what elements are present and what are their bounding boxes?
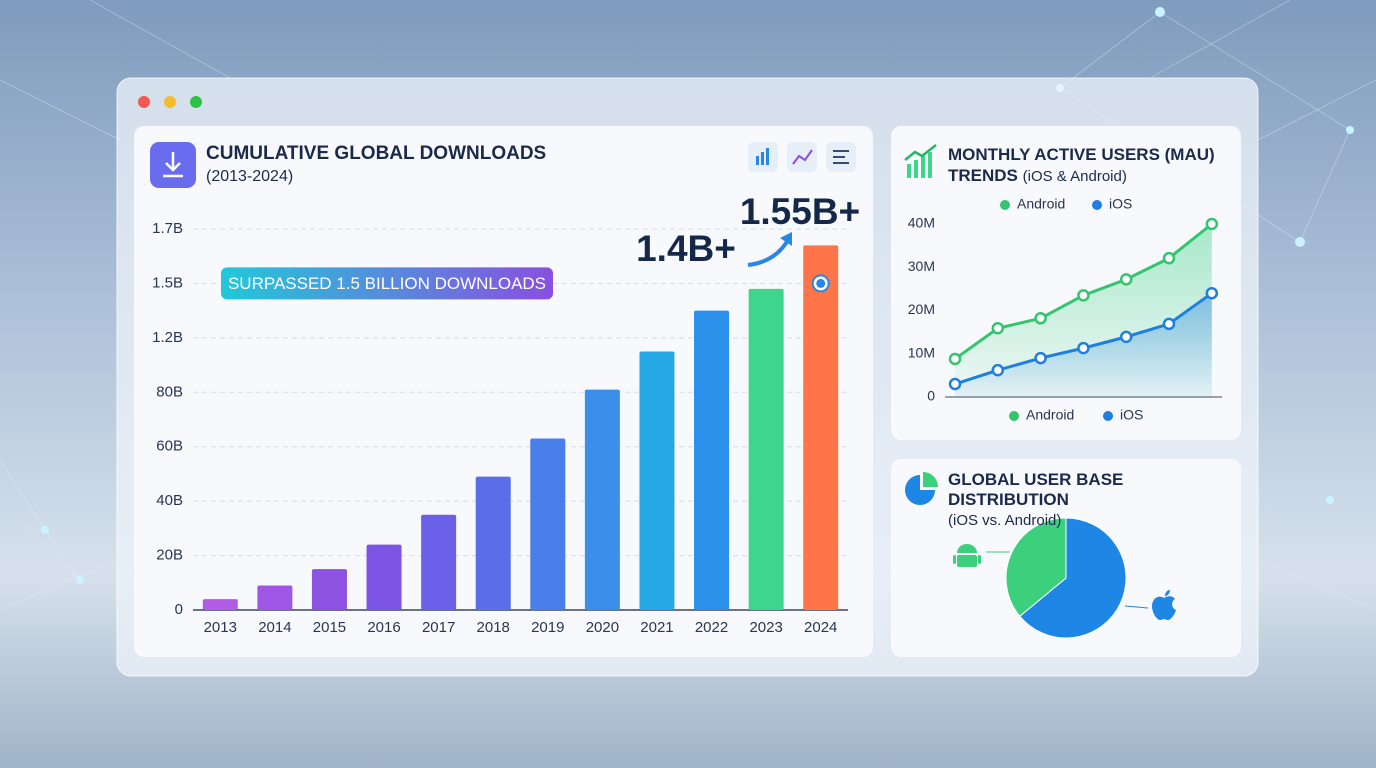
point <box>1205 217 1219 231</box>
annotation-arrow <box>747 238 790 267</box>
x-tick-label: 2016 <box>367 619 400 636</box>
legend-label: Android <box>1026 407 1074 423</box>
bar <box>475 476 511 610</box>
y-tick-label: 0 <box>927 388 935 404</box>
bar <box>202 599 238 610</box>
title: CUMULATIVE GLOBAL DOWNLOADS <box>206 143 547 164</box>
y-tick-label: 1.7B <box>152 220 183 237</box>
y-tick-label: 1.5B <box>152 274 183 291</box>
point <box>1077 341 1090 355</box>
x-tick-label: 2013 <box>204 619 237 636</box>
pie-icon <box>905 472 938 505</box>
x-tick-label: 2021 <box>640 619 673 636</box>
subtitle: (2013-2024) <box>206 168 294 185</box>
point <box>948 377 962 391</box>
series-area <box>955 293 1212 397</box>
y-tick-label: 1.2B <box>152 329 183 346</box>
bar <box>639 351 675 610</box>
x-tick-label: 2014 <box>258 619 291 636</box>
legend-swatch <box>1103 411 1113 421</box>
point <box>1162 251 1176 265</box>
x-tick-label: 2020 <box>586 619 619 636</box>
y-tick-label: 60B <box>156 438 183 455</box>
legend-swatch <box>1009 411 1019 421</box>
point <box>948 352 962 366</box>
download-glyph <box>163 152 183 178</box>
x-tick-label: 2024 <box>804 619 837 636</box>
bar <box>257 585 293 610</box>
legend-label: Android <box>1017 196 1065 212</box>
y-tick-label: 10M <box>908 344 935 360</box>
point <box>1034 312 1047 325</box>
y-tick-label: 40B <box>156 492 183 509</box>
window-close[interactable] <box>138 96 150 108</box>
point <box>991 363 1005 377</box>
y-tick-label: 40M <box>908 215 935 231</box>
point <box>1205 286 1219 300</box>
point <box>1119 330 1133 344</box>
point <box>991 321 1005 335</box>
y-tick-label: 20B <box>156 547 183 564</box>
subtitle: (iOS & Android) <box>1022 168 1127 185</box>
bar <box>584 389 620 610</box>
pie-slice <box>1019 517 1127 639</box>
y-tick-label: 30M <box>908 258 935 274</box>
title: GLOBAL USER BASE DISTRIBUTION <box>948 470 1124 509</box>
legend-label: iOS <box>1109 196 1132 212</box>
point <box>1077 289 1090 302</box>
x-tick-label: 2019 <box>531 619 564 636</box>
bar <box>748 288 784 610</box>
point <box>1119 273 1133 286</box>
x-tick-label: 2015 <box>313 619 346 636</box>
bar <box>803 245 839 611</box>
point <box>1162 317 1176 331</box>
subtitle: (iOS vs. Android) <box>948 512 1062 529</box>
bar <box>421 514 457 610</box>
pie-slice <box>1005 517 1067 617</box>
bar <box>311 569 347 610</box>
view-buttons[interactable] <box>748 142 856 172</box>
downloads-card <box>134 126 873 657</box>
mau-title: MONTHLY ACTIVE USERS (MAU) TRENDS (iOS &… <box>948 144 1233 187</box>
window-maximize[interactable] <box>190 96 202 108</box>
distribution-title: GLOBAL USER BASE DISTRIBUTION (iOS vs. An… <box>948 470 1238 531</box>
legend-label: iOS <box>1120 407 1143 423</box>
x-tick-label: 2017 <box>422 619 455 636</box>
legend-swatch <box>1092 200 1102 210</box>
point <box>1034 351 1047 365</box>
annotation-pill <box>221 267 553 300</box>
y-tick-label: 80B <box>156 383 183 400</box>
y-tick-label: 0 <box>175 601 183 618</box>
title: MONTHLY ACTIVE USERS (MAU) TRENDS <box>948 145 1215 185</box>
legend-swatch <box>1000 200 1010 210</box>
apple-icon <box>1124 590 1176 620</box>
bar <box>530 438 566 610</box>
annotation: 1.55B+ <box>740 191 860 232</box>
annotation: 1.4B+ <box>636 228 736 269</box>
annotation: SURPASSED 1.5 BILLION DOWNLOADS <box>228 274 546 293</box>
downloads-title: CUMULATIVE GLOBAL DOWNLOADS (2013-2024) <box>206 143 726 187</box>
reference-marker-dot <box>816 278 826 288</box>
annotation-arrowhead <box>780 232 792 246</box>
y-tick-label: 20M <box>908 301 935 317</box>
x-tick-label: 2023 <box>749 619 782 636</box>
trend-icon <box>904 144 937 178</box>
window-minimize[interactable] <box>164 96 176 108</box>
bar <box>694 310 730 610</box>
x-tick-label: 2022 <box>695 619 728 636</box>
android-icon <box>953 544 1010 567</box>
bar <box>366 544 402 610</box>
x-tick-label: 2018 <box>477 619 510 636</box>
